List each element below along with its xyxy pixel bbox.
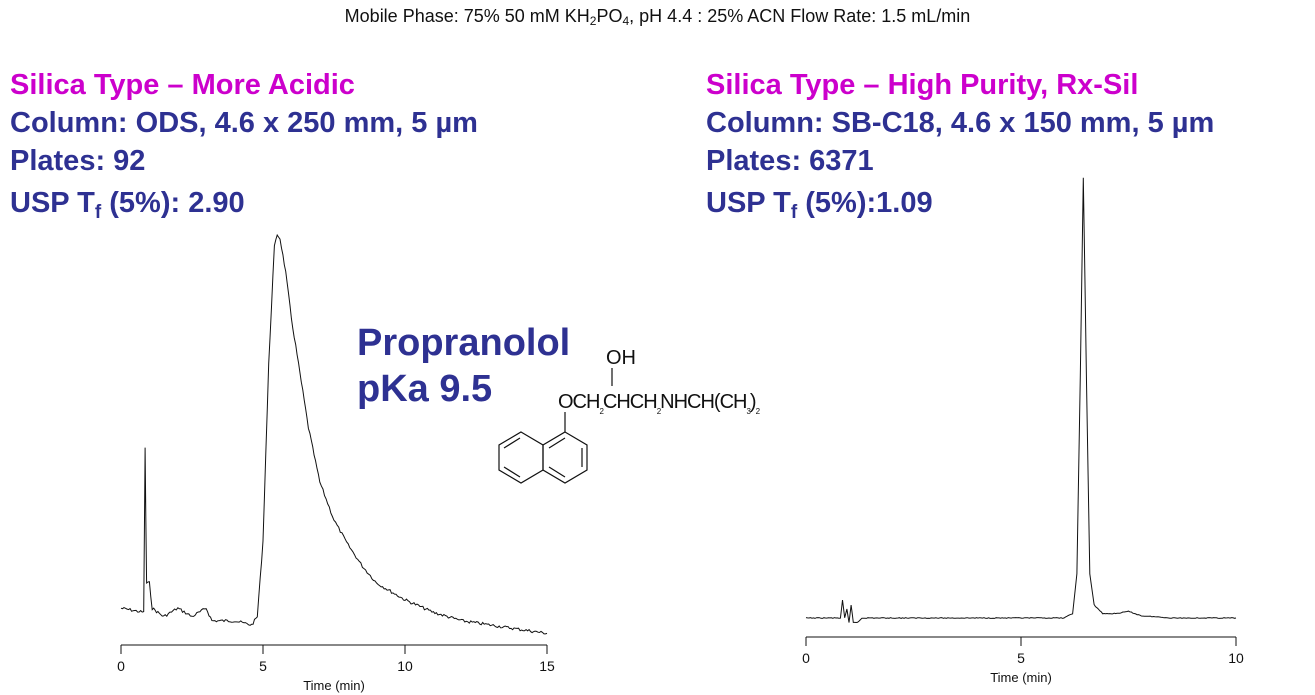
header-text: , pH 4.4 : 25% ACN Flow Rate: 1.5 mL/min [629, 6, 971, 26]
mobile-phase-header: Mobile Phase: 75% 50 mM KH2PO4, pH 4.4 :… [0, 6, 1315, 28]
right-column-spec: Column: SB-C18, 4.6 x 150 mm, 5 µm [706, 107, 1215, 139]
left-silica-type: Silica Type – More Acidic [10, 69, 355, 101]
left-column-info: Silica Type – More Acidic Column: ODS, 4… [10, 66, 478, 232]
x-tick-label: 0 [802, 650, 810, 666]
header-text: PO [596, 6, 623, 26]
right-usp-tailing: USP Tf (5%):1.09 [706, 187, 933, 223]
right-plates: Plates: 6371 [706, 145, 874, 177]
compound-name: Propranolol [357, 322, 571, 364]
chromatogram-trace [805, 177, 1237, 624]
left-plot-area: 0 5 10 15 Time (min) [117, 233, 555, 693]
compound-pka: pKa 9.5 [357, 368, 493, 410]
x-tick-label: 0 [117, 658, 125, 674]
propranolol-structure: OH OCH2CHCH2NHCH(CH3)2 [498, 347, 762, 484]
header-text: Mobile Phase: 75% 50 mM KH [344, 6, 590, 26]
compound-label: Propranolol pKa 9.5 [357, 320, 570, 412]
x-tick-label: 5 [259, 658, 267, 674]
header-sub: 2 [589, 14, 597, 28]
right-silica-type: Silica Type – High Purity, Rx-Sil [706, 69, 1139, 101]
x-tick-label: 10 [1228, 650, 1244, 666]
x-tick-label: 15 [539, 658, 555, 674]
naphthalene-ring [498, 368, 613, 484]
x-axis-title: Time (min) [303, 678, 365, 693]
chromatogram-trace [120, 233, 548, 635]
structure-labels: OH OCH2CHCH2NHCH(CH3)2 [558, 347, 762, 416]
x-tick-label: 10 [397, 658, 413, 674]
hydroxyl-label: OH [606, 347, 636, 369]
x-tick-label: 5 [1017, 650, 1025, 666]
left-column-spec: Column: ODS, 4.6 x 250 mm, 5 µm [10, 107, 478, 139]
x-axis-title: Time (min) [990, 670, 1052, 685]
right-column-info: Silica Type – High Purity, Rx-Sil Column… [706, 66, 1214, 232]
left-usp-tailing: USP Tf (5%): 2.90 [10, 187, 245, 223]
side-chain-label: OCH2CHCH2NHCH(CH3)2 [558, 391, 761, 416]
header-sub: 4 [622, 14, 630, 28]
left-plates: Plates: 92 [10, 145, 146, 177]
right-plot-area: 0 5 10 Time (min) [802, 177, 1244, 685]
